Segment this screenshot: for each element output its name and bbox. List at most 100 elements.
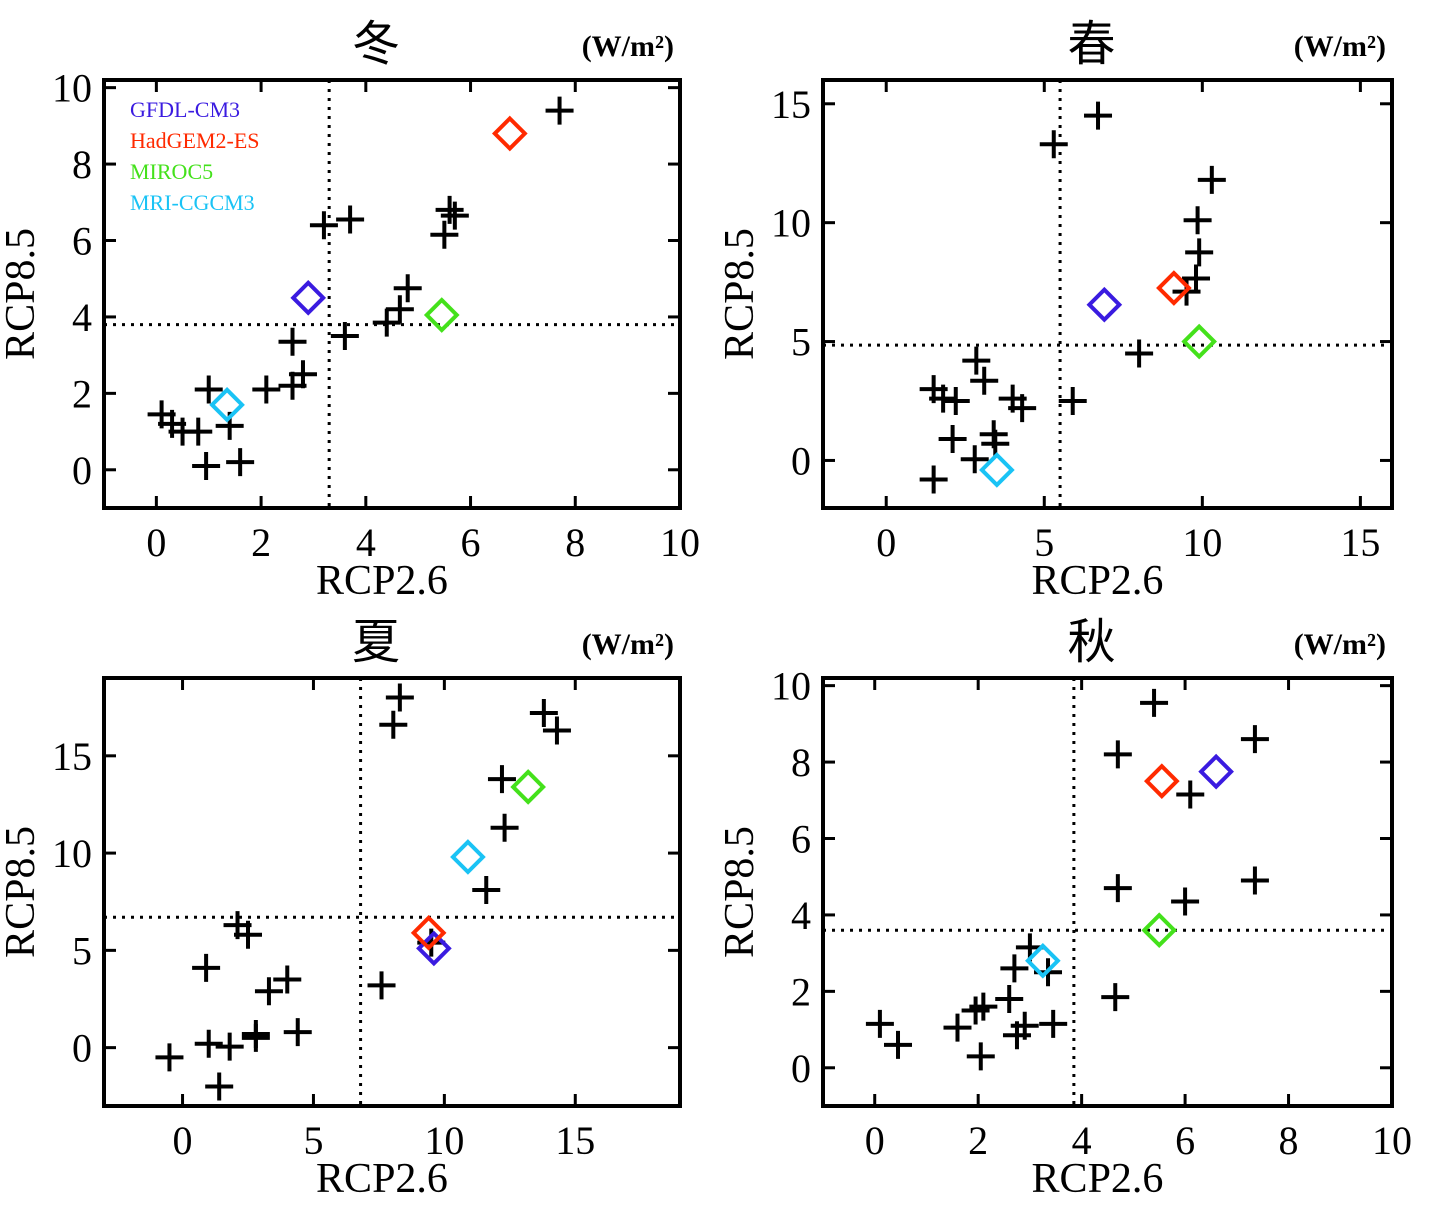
data-point-plus xyxy=(941,387,970,415)
data-point-plus xyxy=(379,710,408,739)
data-point-plus xyxy=(278,327,307,356)
y-tick-label: 5 xyxy=(791,320,811,365)
data-point-plus xyxy=(273,965,302,994)
data-point-plus xyxy=(435,195,464,224)
data-point-plus xyxy=(487,765,516,794)
model-diamond-gfdl-cm3 xyxy=(1086,286,1123,323)
x-tick-label: 0 xyxy=(146,520,166,565)
legend-entry: HadGEM2-ES xyxy=(130,128,260,153)
data-point-plus xyxy=(545,96,574,125)
data-point-plus xyxy=(372,308,401,337)
model-diamond-mri-cgcm3 xyxy=(979,452,1015,488)
data-point-plus xyxy=(1039,1009,1068,1038)
data-point-plus xyxy=(969,992,998,1021)
x-tick-label: 0 xyxy=(173,1118,193,1163)
model-diamond-gfdl-cm3 xyxy=(1198,753,1234,790)
data-point-plus xyxy=(226,448,255,477)
x-tick-label: 6 xyxy=(1175,1118,1195,1163)
x-tick-label: 6 xyxy=(461,520,481,565)
data-point-plus xyxy=(205,1072,234,1101)
season-title: 秋 xyxy=(1067,614,1115,670)
data-point-plus xyxy=(385,683,414,712)
legend-entry: MIROC5 xyxy=(130,159,213,184)
model-diamond-miroc5 xyxy=(423,297,460,333)
data-point-plus xyxy=(1103,740,1132,769)
data-point-plus xyxy=(1103,874,1132,903)
y-tick-label: 15 xyxy=(771,82,811,127)
season-title: 春 xyxy=(1067,16,1115,72)
plot-frame xyxy=(102,78,682,510)
y-tick-label: 5 xyxy=(72,928,92,973)
x-tick-label: 2 xyxy=(968,1118,988,1163)
y-tick-label: 0 xyxy=(72,448,92,493)
data-point-plus xyxy=(943,1013,972,1042)
data-point-plus xyxy=(1185,238,1214,267)
data-point-plus xyxy=(234,920,262,949)
plot-frame xyxy=(821,676,1394,1108)
data-point-plus xyxy=(1171,887,1200,916)
data-point-plus xyxy=(283,1018,312,1047)
y-axis-label: RCP8.5 xyxy=(0,826,44,958)
x-tick-label: 0 xyxy=(865,1118,885,1163)
y-tick-label: 8 xyxy=(791,740,811,785)
data-point-plus xyxy=(1197,165,1226,194)
data-point-plus xyxy=(155,1043,184,1072)
model-diamond-miroc5 xyxy=(510,769,546,805)
season-title: 夏 xyxy=(352,614,400,670)
data-point-plus xyxy=(529,699,558,728)
panel-2: 0 5 10 15 0 5 10 15 RCP2.6 RCP8.5 春 (W/m²) xyxy=(717,16,1394,604)
unit-label: (W/m²) xyxy=(1294,628,1386,661)
model-diamond-mri-cgcm3 xyxy=(1025,942,1061,979)
y-tick-label: 15 xyxy=(52,734,92,779)
model-diamond-mri-cgcm3 xyxy=(450,839,486,875)
data-point-plus xyxy=(184,417,213,446)
model-diamond-miroc5 xyxy=(1141,912,1178,949)
data-point-plus xyxy=(929,384,958,413)
x-tick-label: 4 xyxy=(1072,1118,1092,1163)
model-diamond-miroc5 xyxy=(1181,323,1217,360)
data-point-plus xyxy=(194,1029,223,1058)
x-tick-label: 4 xyxy=(356,520,376,565)
legend-entry: MRI-CGCM3 xyxy=(130,190,255,215)
plot-frame xyxy=(821,78,1394,510)
x-tick-label: 10 xyxy=(1182,520,1222,565)
plot-frame xyxy=(102,676,682,1108)
data-point-plus xyxy=(1084,101,1113,130)
data-point-plus xyxy=(981,429,1010,458)
data-point-plus xyxy=(1008,394,1037,423)
data-point-plus xyxy=(966,1042,995,1071)
data-point-plus xyxy=(1140,688,1169,717)
data-point-plus xyxy=(1000,954,1029,983)
x-tick-label: 15 xyxy=(555,1118,595,1163)
data-point-plus xyxy=(1039,130,1068,159)
y-tick-label: 2 xyxy=(72,371,92,416)
data-point-plus xyxy=(542,716,571,745)
x-tick-label: 10 xyxy=(1372,1118,1412,1163)
x-tick-label: 2 xyxy=(251,520,271,565)
data-point-plus xyxy=(884,1030,913,1059)
unit-label: (W/m²) xyxy=(582,30,674,63)
legend: GFDL-CM3 HadGEM2-ES MIROC5 MRI-CGCM3 xyxy=(130,97,260,215)
data-point-plus xyxy=(1240,866,1269,895)
model-diamond-hadgem2-es xyxy=(491,115,528,152)
data-point-plus xyxy=(1125,339,1154,368)
data-point-plus xyxy=(960,445,989,474)
y-tick-label: 0 xyxy=(72,1026,92,1071)
data-point-plus xyxy=(194,375,223,404)
y-tick-label: 2 xyxy=(791,969,811,1014)
data-point-plus xyxy=(330,322,359,351)
panel-1: 0 2 4 6 8 10 0 2 4 6 8 10 RCP2.6 RCP8.5 冬 (W/m²) GFDL-CM… xyxy=(0,16,700,604)
y-tick-label: 10 xyxy=(52,66,92,111)
data-point-plus xyxy=(192,451,221,480)
y-tick-label: 4 xyxy=(791,893,811,938)
legend-entry: GFDL-CM3 xyxy=(130,97,240,122)
x-tick-label: 10 xyxy=(660,520,700,565)
y-tick-label: 4 xyxy=(72,295,92,340)
data-point-plus xyxy=(995,985,1024,1013)
model-diamond-hadgem2-es xyxy=(1156,270,1192,306)
data-point-plus xyxy=(970,366,999,395)
data-point-plus xyxy=(1058,387,1087,415)
x-tick-label: 0 xyxy=(876,520,896,565)
data-point-plus xyxy=(336,205,365,234)
